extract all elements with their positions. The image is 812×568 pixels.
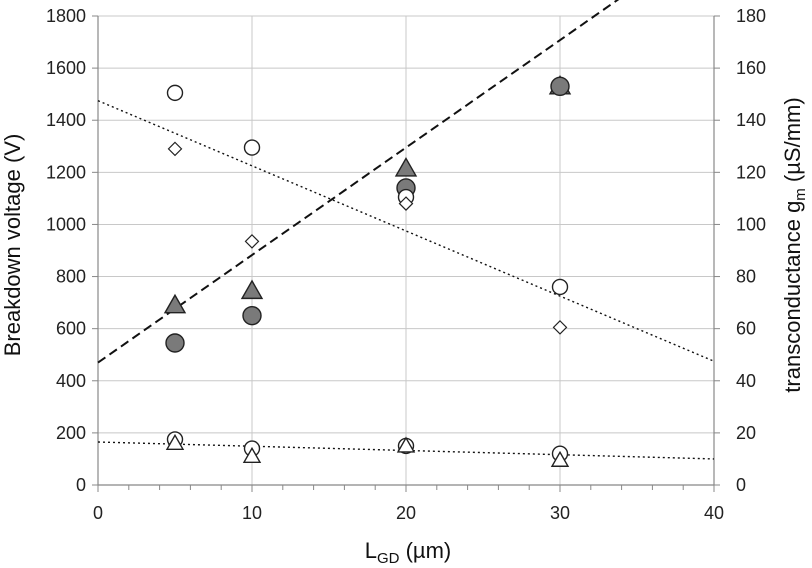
data-points: [163, 74, 572, 467]
data-point-circle: [551, 278, 569, 296]
y-right-tick-label: 0: [736, 475, 746, 495]
x-tick-label: 20: [396, 503, 416, 523]
y-left-tick-label: 200: [56, 423, 86, 443]
y-left-tick-label: 0: [76, 475, 86, 495]
y-axis-right-title: transconductance gm (µS/mm): [780, 97, 809, 392]
y-right-tick-label: 100: [736, 214, 766, 234]
y-left-tick-label: 400: [56, 371, 86, 391]
y-axis-right-title-unit: (µS/mm): [780, 97, 805, 188]
data-point-diamond: [167, 141, 183, 157]
data-point-triangle: [165, 433, 185, 451]
data-point-triangle: [550, 450, 570, 467]
data-point-circle: [243, 139, 261, 156]
y-left-tick-label: 1600: [46, 58, 86, 78]
y-axis-right-title-main: transconductance g: [780, 201, 805, 393]
y-axis-right-title-sub: m: [792, 188, 809, 201]
y-right-tick-label: 80: [736, 267, 756, 287]
y-right-tick-label: 20: [736, 423, 756, 443]
data-point-triangle: [163, 293, 187, 314]
data-point-diamond: [398, 196, 414, 211]
data-point-circle: [550, 76, 570, 97]
data-point-diamond: [552, 320, 568, 335]
y-right-tick-label: 40: [736, 371, 756, 391]
y-right-tick-label: 120: [736, 162, 766, 182]
trendlines: [97, 0, 715, 460]
x-axis-title-unit: (µm): [399, 538, 451, 563]
data-point-circle: [166, 84, 184, 102]
x-tick-label: 10: [242, 503, 262, 523]
y-right-tick-label: 60: [736, 319, 756, 339]
y-left-tick-label: 1000: [46, 214, 86, 234]
data-point-circle: [242, 305, 262, 326]
y-axis-left-title: Breakdown voltage (V): [0, 134, 25, 357]
y-right-tick-label: 180: [736, 6, 766, 26]
data-point-triangle: [396, 436, 416, 453]
x-tick-label: 0: [93, 503, 103, 523]
data-point-triangle: [394, 157, 418, 177]
y-left-tick-label: 1400: [46, 110, 86, 130]
x-tick-label: 40: [704, 503, 724, 523]
data-point-circle: [165, 333, 185, 353]
data-point-triangle: [242, 446, 262, 464]
y-left-tick-label: 800: [56, 267, 86, 287]
x-tick-label: 30: [550, 503, 570, 523]
x-axis-title: LGD (µm): [365, 538, 452, 567]
x-axis-title-main: L: [365, 538, 377, 563]
x-axis-title-sub: GD: [377, 550, 400, 567]
data-point-triangle: [240, 279, 264, 300]
trendline-dotted: [97, 100, 715, 362]
y-right-tick-label: 140: [736, 110, 766, 130]
y-left-tick-label: 1200: [46, 162, 86, 182]
data-point-diamond: [244, 234, 260, 249]
y-right-tick-label: 160: [736, 58, 766, 78]
y-left-tick-label: 1800: [46, 6, 86, 26]
axes: 0200400600800100012001400160018000204060…: [46, 6, 766, 523]
y-left-tick-label: 600: [56, 319, 86, 339]
